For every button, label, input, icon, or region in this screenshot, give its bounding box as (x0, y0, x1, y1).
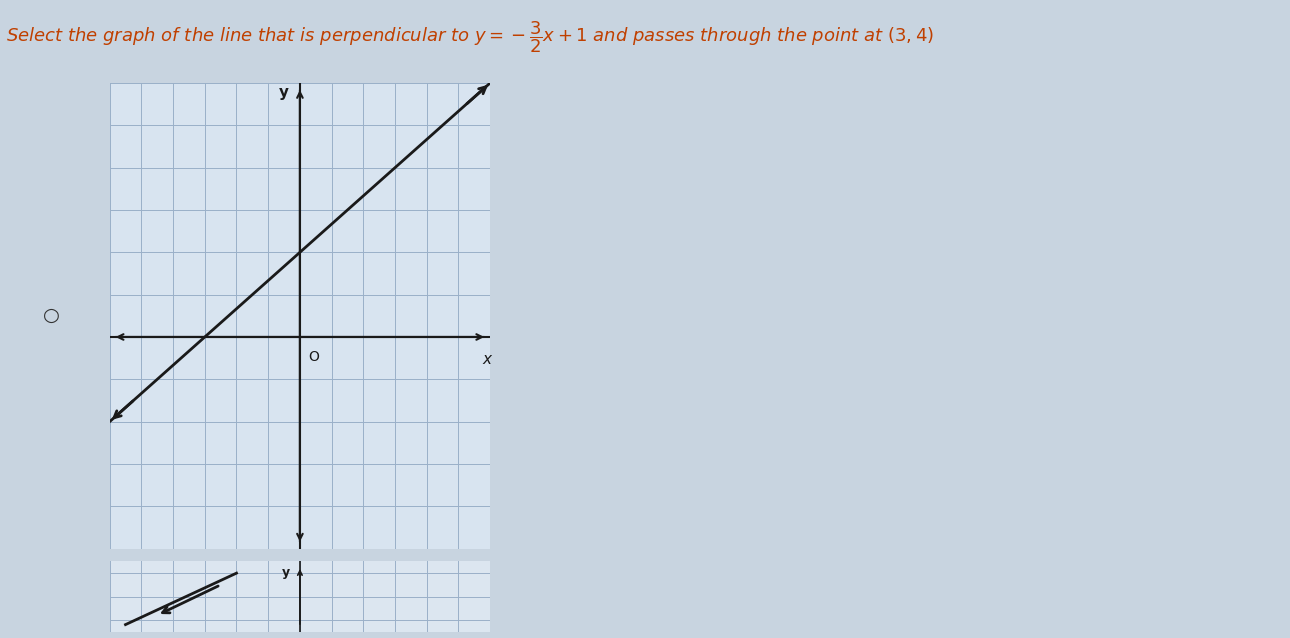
Text: O: O (308, 350, 319, 364)
Text: y: y (279, 85, 289, 100)
Text: x: x (482, 352, 491, 367)
Text: ○: ○ (43, 306, 61, 325)
Text: Select the graph of the line that is perpendicular to $y = -\dfrac{3}{2}x + 1$ a: Select the graph of the line that is per… (6, 19, 934, 55)
Text: y: y (283, 566, 290, 579)
